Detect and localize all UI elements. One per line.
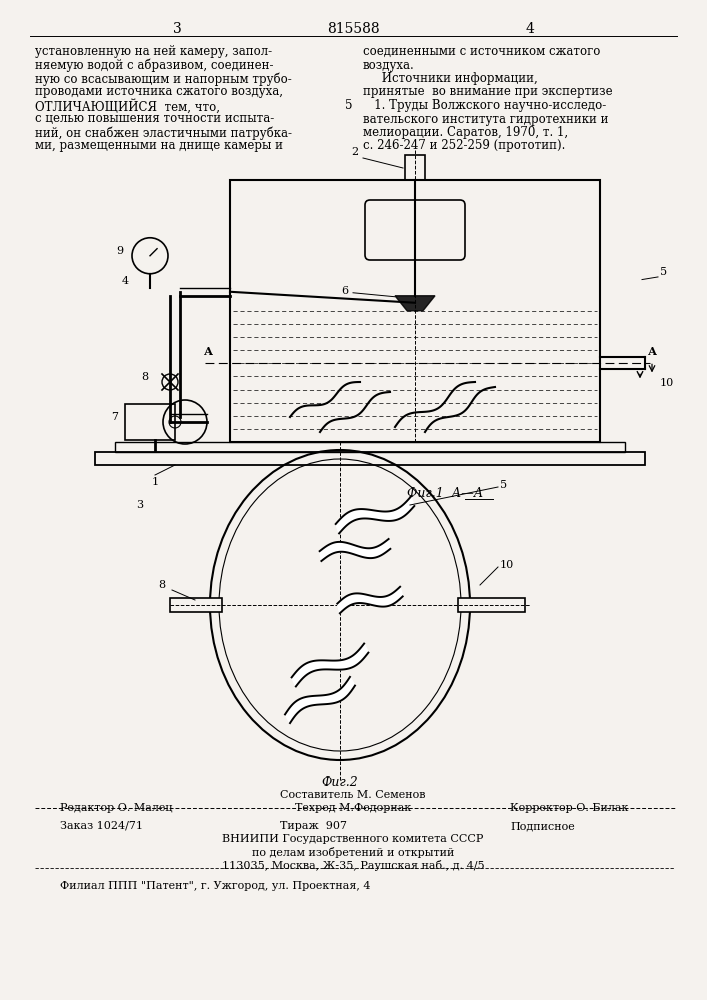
Polygon shape [336,497,414,533]
Text: соединенными с источником сжатого: соединенными с источником сжатого [363,45,600,58]
Text: 1: 1 [151,477,158,487]
Bar [458,598,525,612]
Text: ВНИИПИ Государственного комитета СССР: ВНИИПИ Государственного комитета СССР [222,834,484,844]
Polygon shape [337,587,403,613]
Text: 6: 6 [341,286,349,296]
Text: вательского института гидротехники и: вательского института гидротехники и [363,112,609,125]
Text: установленную на ней камеру, запол-: установленную на ней камеру, запол- [35,45,272,58]
Text: 3: 3 [136,500,144,510]
Text: 8: 8 [158,580,165,590]
Text: А: А [204,346,213,357]
Text: 2: 2 [351,147,358,157]
Text: Составитель М. Семенов: Составитель М. Семенов [280,790,426,800]
Text: Филиал ППП "Патент", г. Ужгород, ул. Проектная, 4: Филиал ППП "Патент", г. Ужгород, ул. Про… [60,881,370,891]
Text: ную со всасывающим и напорным трубо-: ную со всасывающим и напорным трубо- [35,72,292,86]
Text: Техред М.Федорнак: Техред М.Федорнак [295,803,411,813]
Text: 7: 7 [112,412,119,422]
Text: Корректор О. Билак: Корректор О. Билак [510,803,629,813]
Bar [405,155,425,180]
Text: Фиг.2: Фиг.2 [322,776,358,788]
Bar [170,598,222,612]
Polygon shape [285,677,355,723]
Bar [115,442,625,452]
Text: 10: 10 [500,560,514,570]
Text: 5: 5 [346,99,353,112]
Text: 1. Труды Волжского научно-исследо-: 1. Труды Волжского научно-исследо- [363,99,606,112]
Text: 9: 9 [117,246,124,256]
Text: 8: 8 [141,372,148,382]
Text: 5: 5 [660,267,667,277]
Text: Фиг.1  А—А: Фиг.1 А—А [407,487,483,500]
Polygon shape [395,296,435,311]
Text: 4: 4 [525,22,534,36]
Text: 3: 3 [173,22,182,36]
Text: Заказ 1024/71: Заказ 1024/71 [60,821,143,831]
Text: 10: 10 [660,378,674,388]
Text: с целью повышения точности испыта-: с целью повышения точности испыта- [35,112,274,125]
Text: ОТЛИЧАЮЩИЙСЯ  тем, что,: ОТЛИЧАЮЩИЙСЯ тем, что, [35,99,220,114]
Text: А: А [648,346,657,357]
Polygon shape [291,644,368,686]
Text: 5: 5 [500,480,507,490]
Text: принятые  во внимание при экспертизе: принятые во внимание при экспертизе [363,86,613,99]
Text: ний, он снабжен эластичными патрубка-: ний, он снабжен эластичными патрубка- [35,126,292,139]
Text: Подписное: Подписное [510,821,575,831]
Text: 815588: 815588 [327,22,380,36]
Bar [125,404,175,440]
Text: ми, размещенными на днище камеры и: ми, размещенными на днище камеры и [35,139,283,152]
Text: проводами источника сжатого воздуха,: проводами источника сжатого воздуха, [35,86,283,99]
Text: мелиорации. Саратов, 1970, т. 1,: мелиорации. Саратов, 1970, т. 1, [363,126,568,139]
Text: 4: 4 [122,276,129,286]
Polygon shape [320,539,390,561]
Bar [230,180,600,442]
Text: с. 246-247 и 252-259 (прототип).: с. 246-247 и 252-259 (прототип). [363,139,566,152]
Text: Тираж  907: Тираж 907 [280,821,347,831]
Text: по делам изобретений и открытий: по делам изобретений и открытий [252,847,454,858]
Text: воздуха.: воздуха. [363,58,415,72]
Text: Источники информации,: Источники информации, [363,72,538,85]
Text: 113035, Москва, Ж-35, Раушская наб., д. 4/5: 113035, Москва, Ж-35, Раушская наб., д. … [222,860,484,871]
Text: няемую водой с абразивом, соединен-: няемую водой с абразивом, соединен- [35,58,274,72]
Text: Редактор О. Малец: Редактор О. Малец [60,803,173,813]
Bar [95,452,645,465]
